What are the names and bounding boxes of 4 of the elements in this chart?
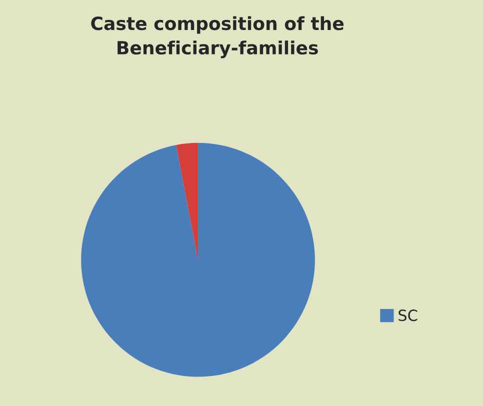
pie-slice bbox=[81, 142, 315, 377]
pie-slice bbox=[176, 142, 198, 260]
chart-title: Caste composition of the Beneficiary-families bbox=[91, 16, 344, 58]
legend-label: SC bbox=[398, 310, 418, 322]
